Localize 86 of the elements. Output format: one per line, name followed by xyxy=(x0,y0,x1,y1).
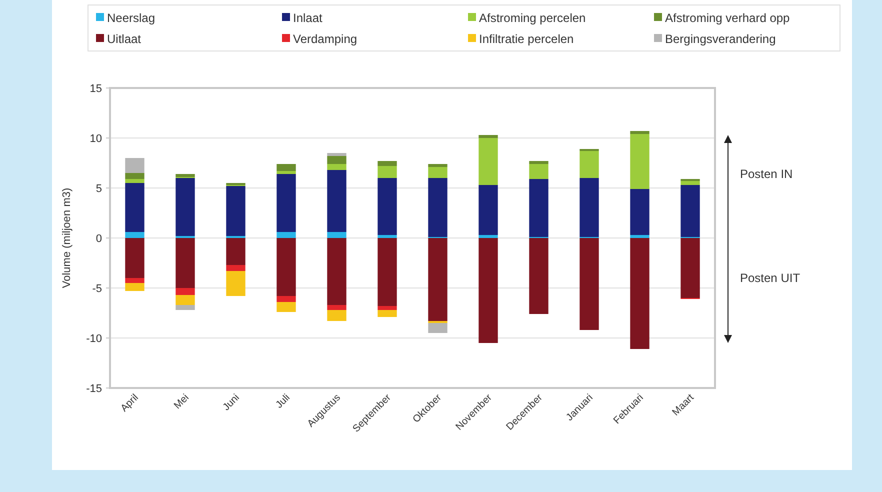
bar xyxy=(226,186,246,236)
bar xyxy=(630,238,650,349)
bar xyxy=(176,295,195,305)
bar xyxy=(580,178,599,237)
bar xyxy=(276,232,296,238)
text: Posten UIT xyxy=(740,271,801,286)
bar xyxy=(478,185,498,235)
bar xyxy=(630,235,650,238)
bar xyxy=(276,164,296,171)
bar xyxy=(478,138,498,185)
legend-label: Infiltratie percelen xyxy=(479,32,574,46)
bar xyxy=(327,305,346,310)
bar xyxy=(428,167,448,178)
bar xyxy=(327,164,346,170)
bar xyxy=(680,185,700,237)
bar xyxy=(478,235,498,238)
legend-label: Neerslag xyxy=(107,11,156,26)
bar xyxy=(378,161,397,166)
bar xyxy=(176,305,195,310)
bar xyxy=(378,178,397,235)
y-tick-label: 5 xyxy=(96,182,102,195)
bar xyxy=(478,135,498,138)
bar xyxy=(276,296,296,302)
y-tick-label: 0 xyxy=(96,232,102,245)
bar xyxy=(680,181,700,185)
bar xyxy=(680,238,700,298)
bar xyxy=(529,161,548,164)
bar xyxy=(630,189,650,235)
bar xyxy=(630,131,650,134)
bar xyxy=(327,232,346,238)
bar xyxy=(529,238,548,314)
bar xyxy=(327,170,346,232)
bar xyxy=(176,238,195,288)
bar xyxy=(226,238,246,265)
bar xyxy=(276,174,296,232)
bar xyxy=(478,238,498,343)
legend-label: Bergingsverandering xyxy=(665,32,776,46)
y-axis-title: Volume (miljoen m3) xyxy=(61,188,73,288)
bar xyxy=(327,238,346,305)
y-tick-label: -10 xyxy=(86,332,102,345)
y-tick-label: -15 xyxy=(86,382,102,395)
bar xyxy=(125,283,144,291)
legend-label: Uitlaat xyxy=(107,32,142,46)
bar xyxy=(580,151,599,178)
bar xyxy=(176,288,195,295)
bar xyxy=(630,134,650,189)
x-tick-label: Mei xyxy=(172,392,192,412)
bar xyxy=(125,158,144,173)
bar xyxy=(276,171,296,174)
legend-label: Afstroming verhard opp xyxy=(665,11,790,26)
x-tick-label: Juni xyxy=(221,392,242,414)
bar xyxy=(529,164,548,179)
bar xyxy=(327,153,346,156)
text: Posten IN xyxy=(740,167,793,182)
bar xyxy=(176,178,195,236)
bar xyxy=(125,278,144,283)
legend-label: Verdamping xyxy=(293,32,358,46)
bar xyxy=(428,178,448,237)
bar xyxy=(428,238,448,321)
bar xyxy=(226,265,246,271)
bar xyxy=(276,238,296,296)
y-tick-label: 10 xyxy=(90,132,102,145)
bar xyxy=(276,302,296,312)
bar xyxy=(125,183,144,232)
bar xyxy=(529,179,548,237)
bar xyxy=(580,238,599,330)
bar xyxy=(176,174,195,177)
bar xyxy=(378,306,397,310)
bar xyxy=(327,156,346,164)
bar xyxy=(378,166,397,178)
bar xyxy=(327,310,346,321)
bar xyxy=(378,235,397,238)
bar xyxy=(125,173,144,179)
legend-label: Inlaat xyxy=(293,11,324,26)
bar xyxy=(226,271,246,296)
bar xyxy=(428,164,448,167)
bar xyxy=(378,310,397,317)
bar xyxy=(125,179,144,183)
x-tick-label: Juli xyxy=(274,392,292,411)
bar xyxy=(378,238,397,306)
legend-label: Afstroming percelen xyxy=(479,11,586,26)
bar xyxy=(125,232,144,238)
bar xyxy=(125,238,144,278)
y-tick-label: -5 xyxy=(92,282,102,295)
y-tick-label: 15 xyxy=(90,82,102,95)
bar xyxy=(428,323,448,333)
